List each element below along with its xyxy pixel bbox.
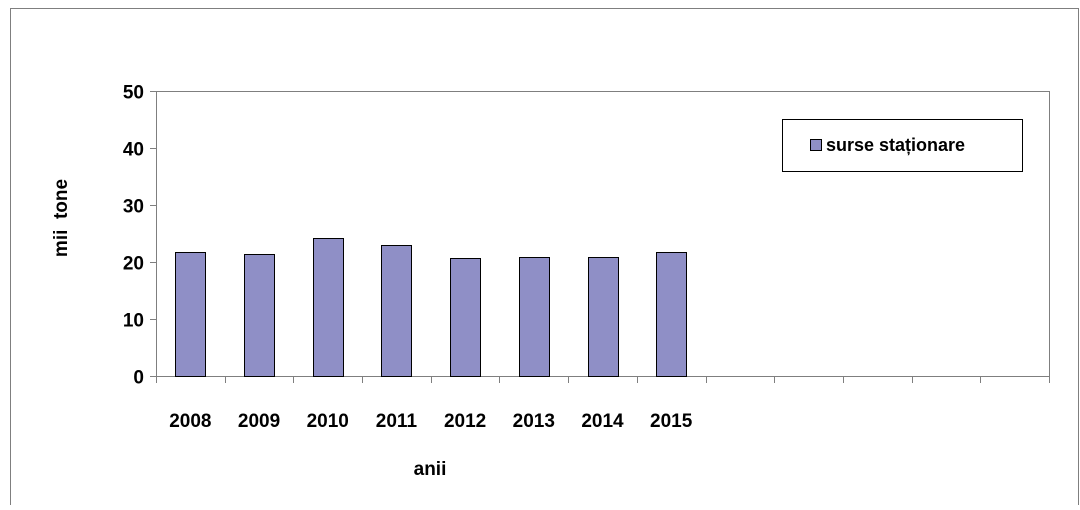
x-tick-label: 2013 <box>513 411 555 432</box>
bar <box>381 245 412 377</box>
x-tick-label: 2011 <box>376 411 418 432</box>
legend: surse staționare <box>782 119 1023 172</box>
legend-box <box>782 119 1023 172</box>
bar <box>588 257 619 377</box>
x-tick-label: 2009 <box>238 411 280 432</box>
bar <box>656 252 687 377</box>
bar <box>313 238 344 377</box>
x-tick-label: 2012 <box>444 411 486 432</box>
y-tick-label: 0 <box>133 368 144 389</box>
bar <box>175 252 206 377</box>
y-tick-label: 50 <box>123 83 144 104</box>
legend-label: surse staționare <box>826 135 965 155</box>
x-tick-label: 2010 <box>307 411 349 432</box>
x-tick-label: 2015 <box>650 411 693 432</box>
tick-labels: 0 10 20 30 40 50 2008 2009 2010 2011 2012 2013 2014 2… <box>123 83 693 433</box>
y-tick-label: 40 <box>123 140 144 161</box>
x-tick-label: 2014 <box>581 411 624 432</box>
bars <box>175 238 687 377</box>
x-axis-title: anii <box>414 459 447 480</box>
bar <box>519 257 550 377</box>
y-axis-title: mii tone <box>51 179 72 257</box>
bar <box>244 254 275 377</box>
y-tick-label: 10 <box>123 311 144 332</box>
y-tick-label: 30 <box>123 197 144 218</box>
bar <box>450 258 481 377</box>
x-tick-label: 2008 <box>169 411 211 432</box>
legend-swatch <box>810 139 822 151</box>
y-tick-label: 20 <box>123 254 144 275</box>
